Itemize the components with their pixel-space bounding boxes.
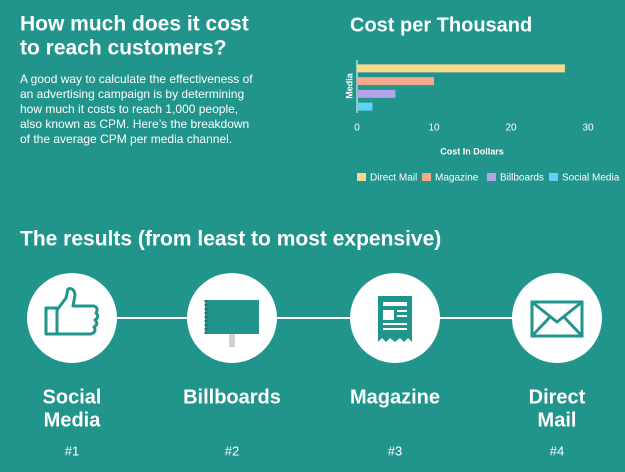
- result-label: Direct: [529, 386, 586, 408]
- result-label: Billboards: [183, 386, 281, 408]
- paragraph: of the average CPM per media channel.: [20, 132, 232, 146]
- x-tick-label: 0: [354, 123, 360, 134]
- billboard-icon: [204, 300, 259, 347]
- y-axis-label: Media: [344, 72, 354, 99]
- legend-swatch: [422, 173, 431, 181]
- icon-circle: [512, 273, 602, 363]
- paragraph: also known as CPM. Here’s the breakdown: [20, 117, 249, 131]
- icon-circle: [27, 273, 117, 363]
- heading: to reach customers?: [20, 37, 227, 60]
- legend-label: Billboards: [500, 173, 544, 184]
- chart-title: Cost per Thousand: [350, 14, 532, 36]
- legend-label: Direct Mail: [370, 173, 417, 184]
- chart: 0 10 20 30 Direct Mail Magazine Billboards Soci…: [354, 60, 620, 184]
- x-tick-label: 20: [505, 123, 517, 134]
- legend-swatch: [357, 173, 366, 181]
- bar: [357, 102, 373, 111]
- newspaper-icon: [378, 296, 412, 342]
- bar: [357, 64, 565, 73]
- legend-label: Social Media: [562, 173, 620, 184]
- legend-swatch: [487, 173, 496, 181]
- paragraph: an advertising campaign is by determinin…: [20, 87, 244, 101]
- envelope-icon: [530, 300, 584, 338]
- bar: [357, 89, 396, 98]
- result-label: Magazine: [350, 386, 440, 408]
- result-rank: #1: [65, 443, 79, 458]
- x-tick-label: 10: [428, 123, 440, 134]
- x-tick-label: 30: [582, 123, 594, 134]
- result-label: Mail: [538, 409, 577, 431]
- paragraph: A good way to calculate the effectivenes…: [20, 72, 253, 86]
- paragraph: how much it costs to reach 1,000 people,: [20, 102, 238, 116]
- result-label: Social: [43, 386, 102, 408]
- thumbs-up-icon: [44, 287, 100, 336]
- x-axis-label: Cost In Dollars: [440, 146, 504, 156]
- result-rank: #3: [388, 443, 402, 458]
- heading: How much does it cost: [20, 13, 249, 36]
- result-rank: #2: [225, 443, 239, 458]
- bar: [357, 77, 434, 86]
- result-label: Media: [44, 409, 102, 431]
- legend-swatch: [549, 173, 558, 181]
- legend-label: Magazine: [435, 173, 479, 184]
- result-rank: #4: [550, 443, 564, 458]
- results-heading: The results (from least to most expensiv…: [20, 228, 441, 251]
